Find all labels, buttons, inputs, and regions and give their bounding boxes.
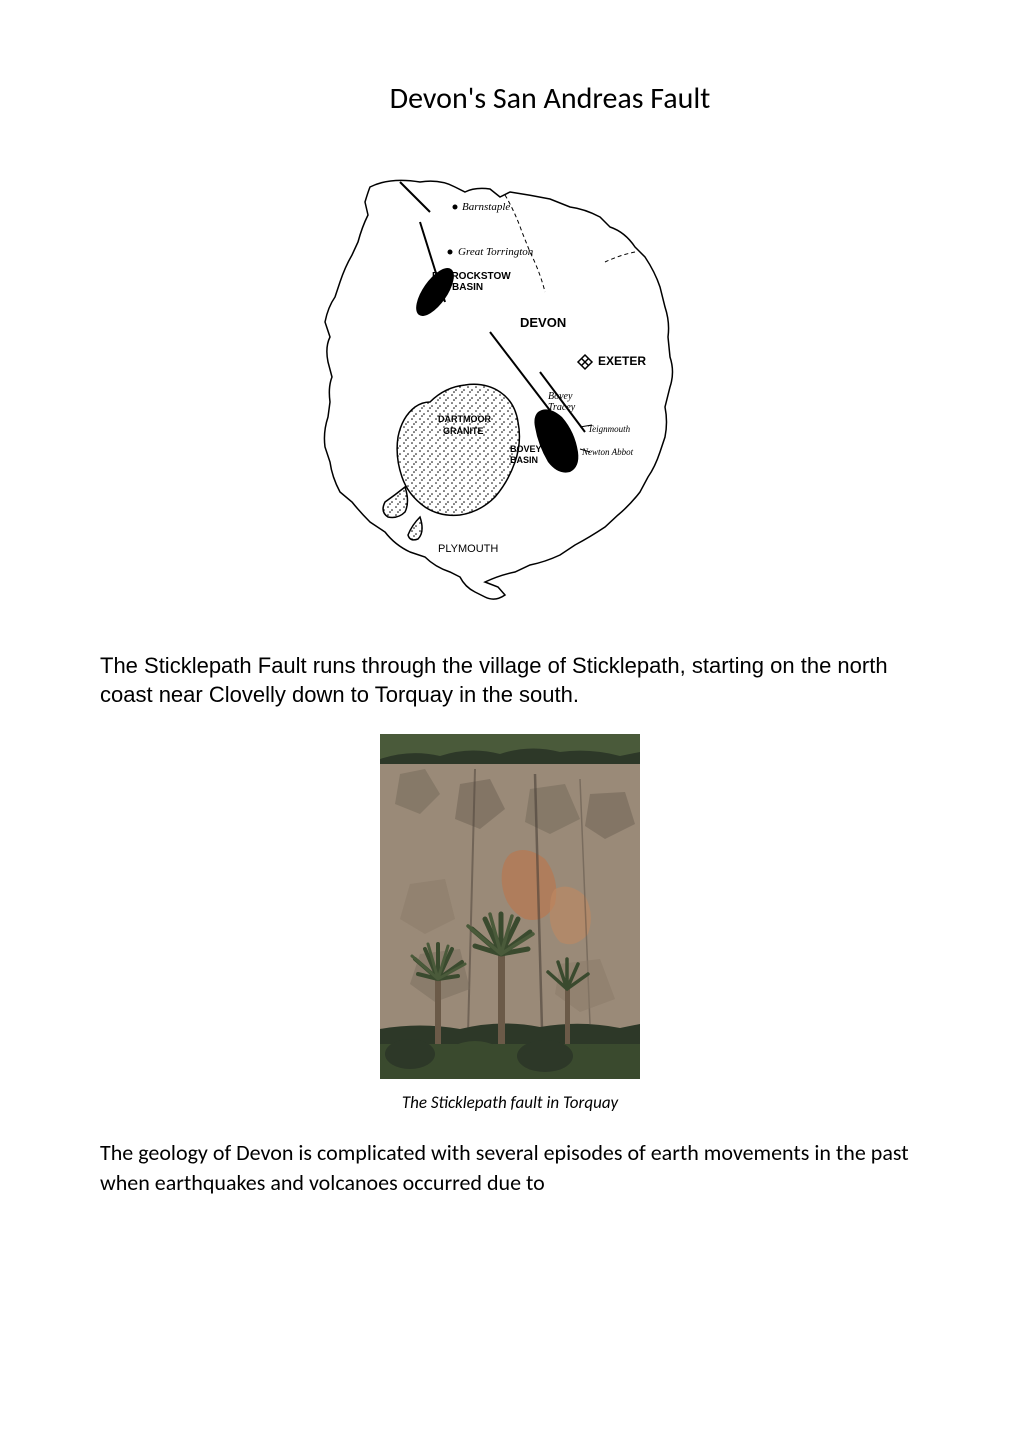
fault-photo-svg (380, 734, 640, 1079)
map-label-bovey-tracey2: Tracey (548, 402, 576, 413)
map-figure: Barnstaple Great Torrington PETROCKSTOW … (100, 137, 920, 622)
map-label-dartmoor: DARTMOOR (438, 414, 491, 424)
map-label-petrockstow-basin: BASIN (452, 282, 483, 293)
map-label-bovey-basin: BASIN (510, 455, 538, 465)
map-label-torrington: Great Torrington (458, 246, 534, 258)
map-label-granite: GRANITE (443, 426, 484, 436)
map-label-bovey: BOVEY (510, 444, 542, 454)
map-label-exeter: EXETER (598, 354, 646, 368)
photo-caption: The Sticklepath fault in Torquay (100, 1092, 920, 1113)
map-label-petrockstow: PETROCKSTOW (432, 271, 511, 282)
map-label-plymouth: PLYMOUTH (438, 543, 498, 555)
paragraph-1: The Sticklepath Fault runs through the v… (100, 652, 920, 709)
map-label-teignmouth: Teignmouth (588, 424, 631, 434)
page-title: Devon's San Andreas Fault (180, 80, 920, 117)
paragraph-2: The geology of Devon is complicated with… (100, 1138, 920, 1197)
map-label-barnstaple: Barnstaple (462, 201, 510, 213)
photo-figure (100, 734, 920, 1084)
map-label-bovey-tracey: Bovey (548, 391, 573, 402)
devon-map-svg: Barnstaple Great Torrington PETROCKSTOW … (290, 137, 730, 617)
map-label-devon: DEVON (520, 315, 566, 330)
